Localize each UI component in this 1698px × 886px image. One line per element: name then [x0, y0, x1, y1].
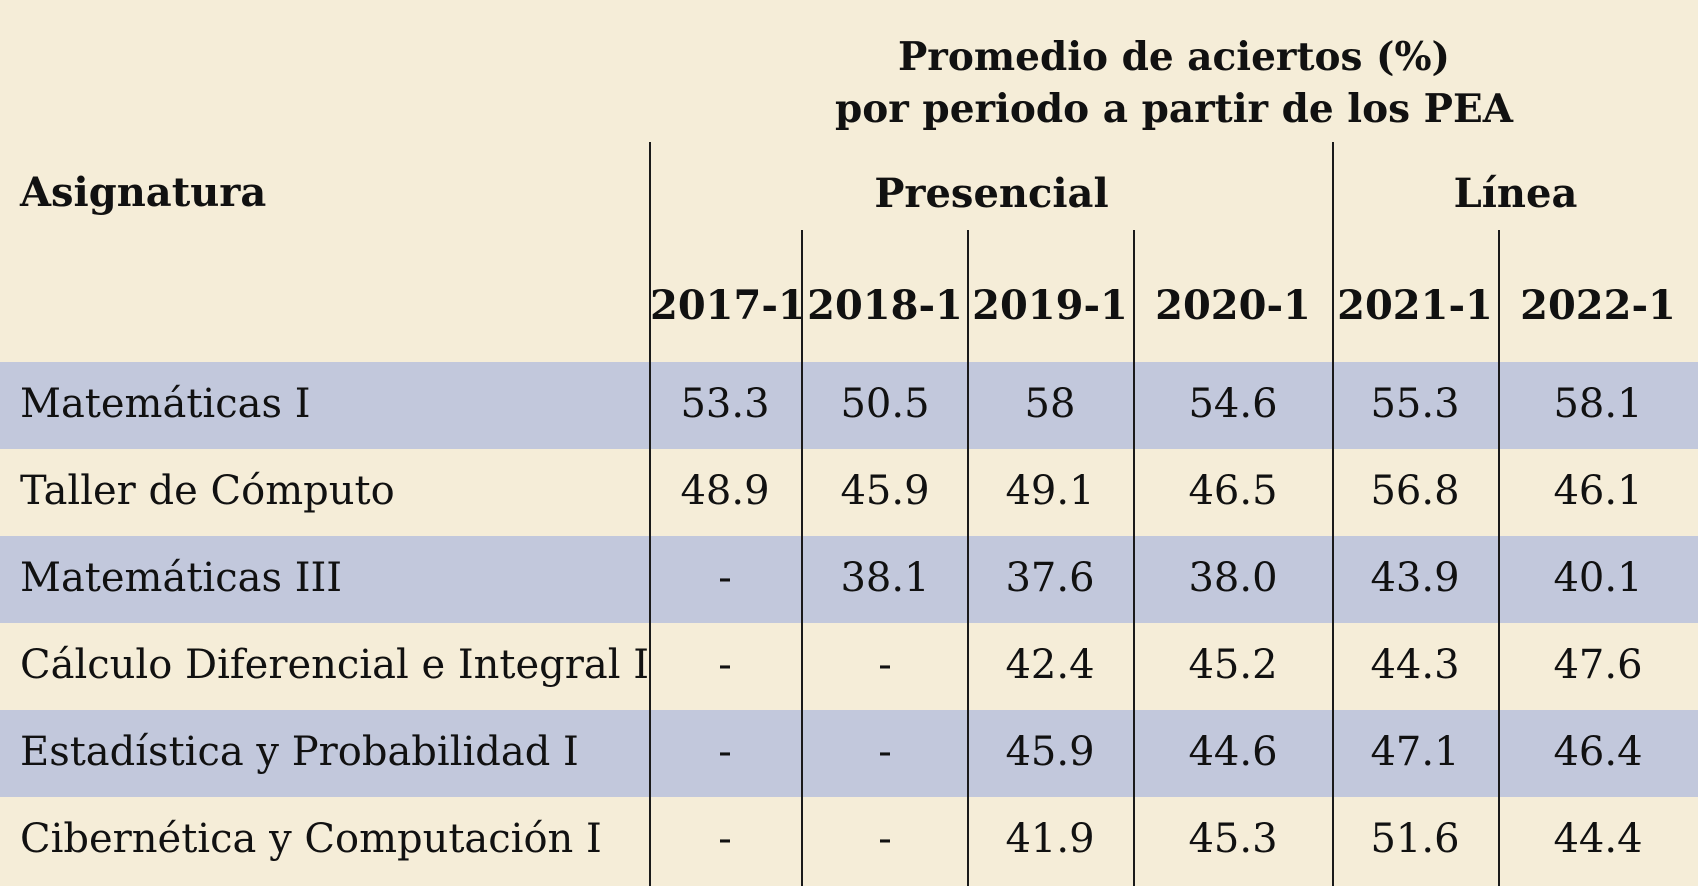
- value-cell: 38.1: [840, 555, 930, 601]
- rule-col: [1133, 230, 1135, 886]
- value-cell: -: [878, 816, 892, 862]
- value-cell: 41.9: [1005, 816, 1095, 862]
- value-cell: 58.1: [1553, 381, 1643, 427]
- rule-col: [801, 230, 803, 886]
- subject-label: Cálculo Diferencial e Integral I: [20, 642, 650, 688]
- period-header-2020-1: 2020-1: [1155, 282, 1311, 329]
- row-stripe: [0, 536, 1698, 623]
- value-cell: 45.9: [840, 468, 930, 514]
- value-cell: -: [718, 729, 732, 775]
- value-cell: 51.6: [1370, 816, 1460, 862]
- value-cell: 56.8: [1370, 468, 1460, 514]
- value-cell: 44.4: [1553, 816, 1643, 862]
- value-cell: 53.3: [680, 381, 770, 427]
- value-cell: 58: [1024, 381, 1076, 427]
- period-header-2019-1: 2019-1: [972, 282, 1128, 329]
- value-cell: -: [878, 729, 892, 775]
- table-title-line-1: Promedio de aciertos (%): [897, 34, 1451, 80]
- row-header-asignatura: Asignatura: [20, 169, 267, 216]
- value-cell: 44.6: [1188, 729, 1278, 775]
- value-cell: -: [718, 816, 732, 862]
- period-header-2021-1: 2021-1: [1337, 282, 1493, 329]
- value-cell: 46.5: [1188, 468, 1278, 514]
- value-cell: 38.0: [1188, 555, 1278, 601]
- value-cell: 45.9: [1005, 729, 1095, 775]
- value-cell: -: [718, 555, 732, 601]
- value-cell: 45.2: [1188, 642, 1278, 688]
- subject-label: Matemáticas I: [20, 381, 311, 427]
- period-header-2018-1: 2018-1: [807, 282, 963, 329]
- subject-label: Taller de Cómputo: [20, 468, 395, 514]
- value-cell: 43.9: [1370, 555, 1460, 601]
- period-header-2022-1: 2022-1: [1520, 282, 1676, 329]
- rule-col: [1498, 230, 1500, 886]
- subject-label: Cibernética y Computación I: [20, 816, 602, 862]
- value-cell: 45.3: [1188, 816, 1278, 862]
- value-cell: -: [718, 642, 732, 688]
- value-cell: 55.3: [1370, 381, 1460, 427]
- row-stripe: [0, 710, 1698, 797]
- row-stripe: [0, 362, 1698, 449]
- value-cell: 47.6: [1553, 642, 1643, 688]
- value-cell: 42.4: [1005, 642, 1095, 688]
- table-title-line-2: por periodo a partir de los PEA: [835, 86, 1513, 132]
- value-cell: -: [878, 642, 892, 688]
- group-label-presencial: Presencial: [874, 170, 1109, 217]
- value-cell: 46.4: [1553, 729, 1643, 775]
- value-cell: 37.6: [1005, 555, 1095, 601]
- value-cell: 48.9: [680, 468, 770, 514]
- value-cell: 46.1: [1553, 468, 1643, 514]
- rule-asignatura: [649, 142, 651, 886]
- value-cell: 44.3: [1370, 642, 1460, 688]
- value-cell: 40.1: [1553, 555, 1643, 601]
- period-header-2017-1: 2017-1: [650, 282, 806, 329]
- rule-group-divider: [1332, 142, 1334, 886]
- subject-label: Matemáticas III: [20, 555, 343, 601]
- value-cell: 49.1: [1005, 468, 1095, 514]
- group-label-linea: Línea: [1453, 170, 1578, 217]
- rule-col: [967, 230, 969, 886]
- value-cell: 47.1: [1370, 729, 1460, 775]
- subject-label: Estadística y Probabilidad I: [20, 729, 579, 775]
- value-cell: 54.6: [1188, 381, 1278, 427]
- value-cell: 50.5: [840, 381, 930, 427]
